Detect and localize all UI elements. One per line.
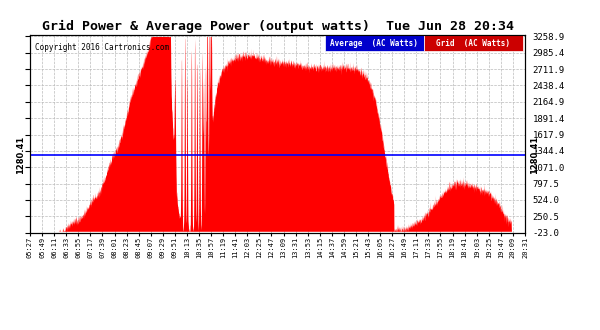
Title: Grid Power & Average Power (output watts)  Tue Jun 28 20:34: Grid Power & Average Power (output watts… (41, 20, 514, 33)
Text: Grid  (AC Watts): Grid (AC Watts) (436, 39, 510, 48)
Text: 1280.41: 1280.41 (530, 136, 539, 174)
Text: Average  (AC Watts): Average (AC Watts) (330, 39, 418, 48)
Bar (424, 35, 523, 51)
Text: Copyright 2016 Cartronics.com: Copyright 2016 Cartronics.com (35, 43, 169, 51)
Text: 1280.41: 1280.41 (16, 136, 25, 174)
Bar (325, 35, 424, 51)
